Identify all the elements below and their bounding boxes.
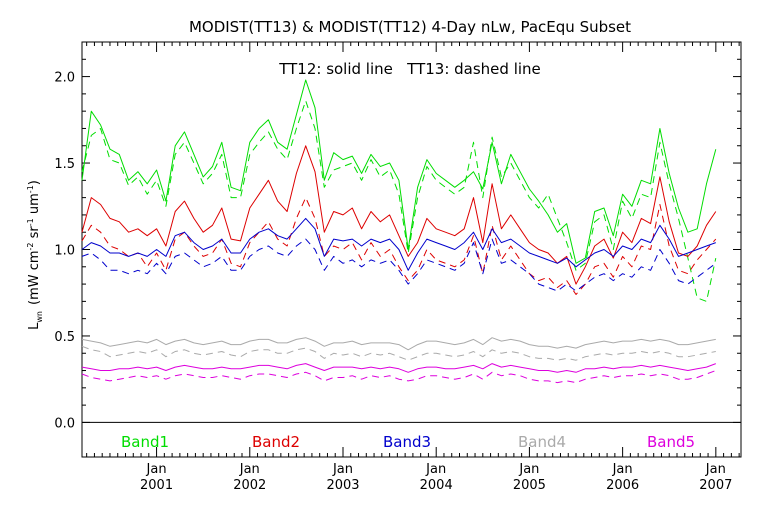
x-tick-year: 2004 (420, 478, 453, 493)
series-line-band3-dashed (81, 238, 717, 292)
series-layer (81, 79, 717, 384)
series-line-band2-solid (81, 145, 717, 285)
x-tick-month: Jan (146, 462, 167, 477)
y-axis-label-sub: wn (35, 311, 44, 323)
y-axis-label-end: um (27, 193, 42, 218)
chart-title: MODIST(TT13) & MODIST(TT12) 4-Day nLw, P… (189, 18, 631, 36)
y-axis-label-close: ) (27, 180, 42, 185)
legend-item-band2: Band2 (252, 433, 300, 451)
chart-annotation: TT12: solid line TT13: dashed line (278, 60, 541, 78)
series-line-band1-dashed (81, 100, 717, 302)
y-axis-label-exp1: -2 (26, 242, 35, 250)
y-axis-label-units: (mW cm (27, 250, 42, 305)
x-tick-year: 2005 (513, 478, 546, 493)
legend-item-band4: Band4 (518, 433, 566, 451)
y-tick-label: 1.0 (54, 244, 75, 259)
y-axis-label-exp3: -1 (26, 185, 35, 193)
y-tick-label: 0.0 (54, 416, 75, 431)
x-tick-year: 2006 (606, 478, 639, 493)
x-tick-month: Jan (612, 462, 633, 477)
x-tick-month: Jan (239, 462, 260, 477)
series-line-band1-solid (81, 79, 717, 264)
legend-item-band1: Band1 (121, 433, 169, 451)
legend-item-band5: Band5 (647, 433, 695, 451)
series-line-band4-solid (81, 337, 716, 351)
x-tick-year: 2007 (699, 478, 732, 493)
x-tick-month: Jan (332, 462, 353, 477)
x-tick-month: Jan (518, 462, 539, 477)
series-line-band4-dashed (81, 345, 716, 361)
series-line-band2-dashed (81, 197, 717, 295)
legend-item-band3: Band3 (383, 433, 431, 451)
y-axis-label-mid: sr (27, 226, 42, 243)
y-axis-label-main: L (27, 322, 42, 330)
y-axis-label-exp2: -1 (26, 218, 35, 226)
x-tick-year: 2003 (326, 478, 359, 493)
x-tick-month: Jan (705, 462, 726, 477)
y-tick-label: 0.5 (54, 330, 75, 345)
x-tick-year: 2001 (140, 478, 173, 493)
x-tick-year: 2002 (233, 478, 266, 493)
series-line-band5-dashed (81, 370, 716, 384)
series-line-band3-solid (81, 217, 716, 271)
x-tick-month: Jan (425, 462, 446, 477)
axes: 0.00.51.01.52.0Jan2001Jan2002Jan2003Jan2… (54, 41, 742, 493)
y-axis-label: Lwn(mW cm-2 sr-1 um-1) (26, 180, 44, 330)
y-tick-label: 1.5 (54, 157, 75, 172)
y-tick-label: 2.0 (54, 71, 75, 86)
series-line-band5-solid (81, 363, 716, 373)
legend: Band1 Band2 Band3 Band4 Band5 (121, 433, 695, 451)
